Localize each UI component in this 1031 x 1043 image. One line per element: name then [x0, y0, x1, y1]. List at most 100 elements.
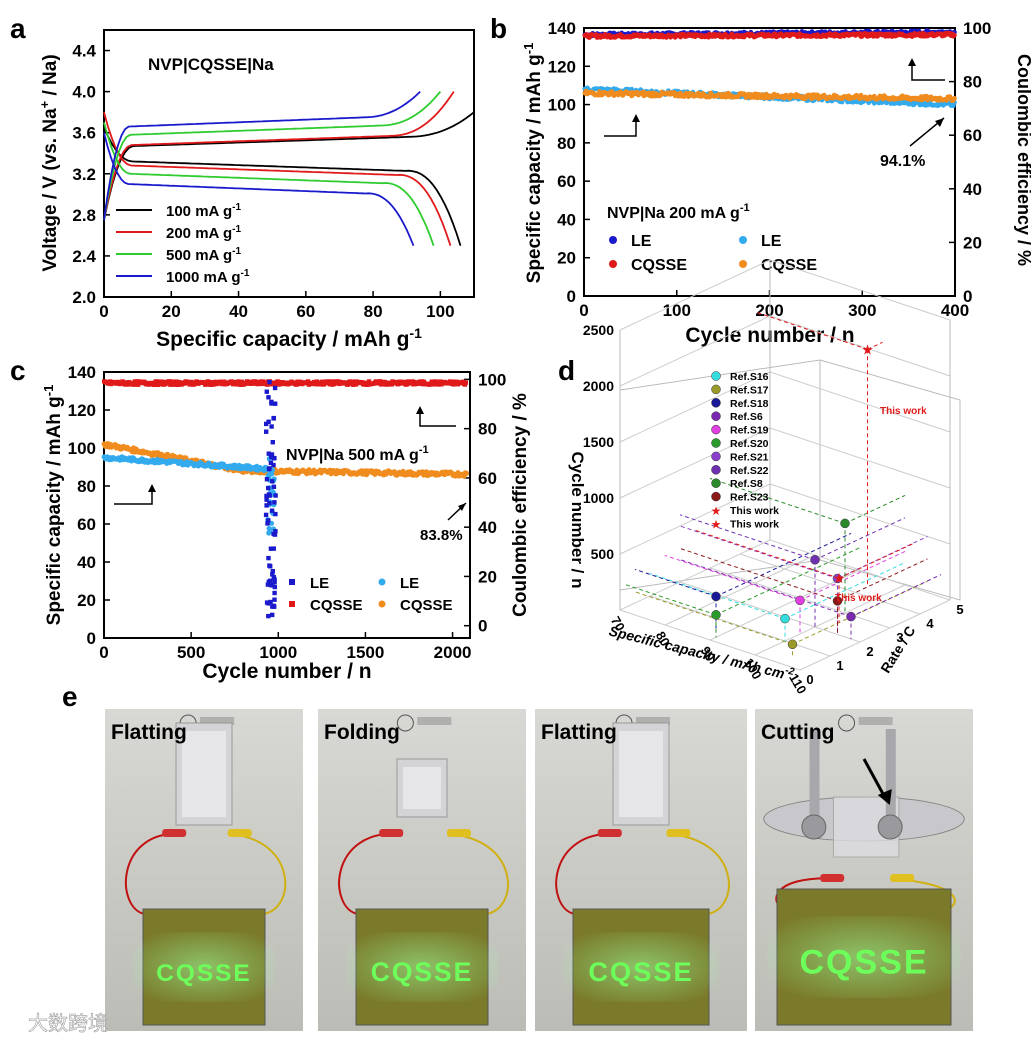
panel-d-guide-line — [679, 514, 816, 561]
panel-c-legend-marker — [289, 579, 295, 585]
panel-d-guide-line — [784, 562, 906, 620]
panel-a-xtick-label: 40 — [229, 302, 248, 321]
panel-a-ytick-label: 2.8 — [72, 206, 96, 225]
panel-d-legend-label: Ref.S18 — [730, 398, 769, 410]
panel-a-legend-sup: -1 — [232, 224, 241, 235]
panel-a-xtick-label: 80 — [364, 302, 383, 321]
panel-c-y2tick-label: 60 — [478, 469, 497, 488]
panel-c-point — [266, 451, 271, 456]
panel-d-guide-line — [799, 550, 906, 601]
panel-c-point — [269, 399, 274, 405]
panel-d-this-work-label-1: This work — [880, 406, 927, 417]
panel-b-y2tick-label: 0 — [963, 287, 972, 306]
cutter-rod — [809, 729, 820, 819]
panel-d-guide-line — [664, 554, 801, 601]
panel-d-xlabel: Specific capacity / mAh cm-2 — [607, 622, 795, 684]
panel-b-xtick-label: 300 — [848, 301, 876, 320]
panel-a-charge-curve — [103, 91, 442, 221]
panel-c-xtick-label: 500 — [177, 643, 205, 662]
cut-arrowhead — [877, 789, 892, 805]
panel-c-point — [264, 600, 270, 605]
panel-d-guide-line — [715, 547, 861, 616]
panel-c-point — [267, 466, 272, 471]
panel-b-ylabel: Specific capacity / mAh g-1 — [521, 43, 545, 284]
panel-c-point — [463, 470, 470, 476]
panel-d-floor-grid — [664, 554, 816, 626]
panel-d-point — [840, 518, 850, 529]
panel-d-ztick-label: 2500 — [583, 322, 614, 338]
panel-a-ytick-label: 2.0 — [72, 288, 96, 307]
panel-b-y2tick-label: 40 — [963, 180, 982, 199]
panel-c-legend-label: CQSSE — [400, 597, 453, 614]
panel-d-point — [711, 591, 721, 602]
panel-c-y2label: Coulombic efficiency / % — [510, 393, 531, 617]
panel-d-wall-grid — [619, 259, 771, 331]
panel-c-point — [264, 503, 269, 508]
panel-d-ytick-label: 0 — [806, 672, 813, 687]
panel-b-ytick-label: 40 — [557, 210, 576, 229]
panel-b-legend-marker — [609, 260, 617, 268]
panel-d-guide-line — [792, 580, 928, 645]
panel-c-point — [172, 382, 177, 387]
panel-c-point — [273, 493, 278, 498]
university-logo — [396, 714, 414, 732]
panel-a-discharge-curve — [103, 132, 415, 247]
panel-c-point — [270, 569, 275, 574]
panel-d-legend-label: This work — [730, 505, 779, 517]
panel-c-point — [271, 462, 276, 468]
panel-d-wall-grid — [619, 427, 771, 499]
photo-label: Flatting — [541, 721, 617, 744]
panel-d-legend-label: Ref.S20 — [730, 438, 769, 450]
led-glow — [767, 916, 961, 998]
pouch-cell-inner — [619, 731, 663, 817]
panel-c-legend-label: LE — [310, 575, 329, 592]
panel-c-points — [101, 379, 470, 619]
panel-d-legend-label: Ref.S19 — [730, 425, 769, 437]
panel-a-frame — [103, 29, 475, 298]
panel-d-point — [780, 613, 790, 624]
panel-c-ytick-label: 120 — [68, 401, 96, 420]
panel-d-wall-grid — [769, 427, 951, 489]
panel-d-ytick-label: 3 — [896, 630, 903, 645]
panel-d-point — [795, 595, 805, 606]
yellow-clip — [890, 874, 915, 882]
panel-a-ytick-label: 4.4 — [72, 42, 96, 61]
panel-c-ytick-label: 20 — [77, 591, 96, 610]
panel-b-legend-label: CQSSE — [631, 257, 687, 274]
panel-b-point — [952, 96, 957, 101]
panel-c-left-axis-arrowhead — [148, 484, 156, 492]
led-glow — [563, 932, 719, 1002]
panel-c-retention-arrowhead — [458, 503, 466, 511]
panel-c-point — [272, 500, 277, 505]
red-clip — [820, 874, 845, 882]
panel-d-legend-star: ★ — [711, 504, 722, 518]
panel-b-y2label: Coulombic efficiency / % — [1014, 54, 1031, 266]
university-logo-text-mark — [858, 717, 893, 725]
panel-c-point — [273, 401, 278, 406]
panel-b-points — [582, 28, 957, 109]
panel-c-point — [272, 590, 277, 596]
panel-c-point — [270, 440, 275, 445]
panel-a-xtick-label: 60 — [296, 302, 315, 321]
panel-d-guide-line — [679, 559, 852, 618]
panel-d-point — [846, 611, 856, 622]
panel-d-point — [810, 555, 820, 565]
panel-b-legend-marker — [739, 236, 747, 244]
panel-c-point — [271, 416, 276, 421]
panel-d-legend-label: This work — [730, 518, 779, 530]
panel-c-legend-label: LE — [400, 575, 419, 592]
panel-c-point — [268, 546, 274, 551]
university-logo-text-mark — [636, 717, 671, 725]
panel-c-point — [156, 382, 161, 387]
panel-c-point — [264, 497, 269, 502]
panel-d-legend-marker — [711, 424, 721, 435]
panel-d-floor-grid — [619, 609, 801, 671]
panel-c-right-axis-arrow — [419, 410, 456, 427]
panel-c-point — [270, 572, 275, 577]
panel-c-xtick-label: 2000 — [434, 643, 472, 662]
panel-c-point — [266, 485, 271, 491]
panel-b-ytick-label: 140 — [548, 19, 576, 38]
panel-c-point — [266, 518, 271, 523]
panel-c-point — [269, 424, 274, 429]
panel-c-point — [264, 429, 269, 434]
